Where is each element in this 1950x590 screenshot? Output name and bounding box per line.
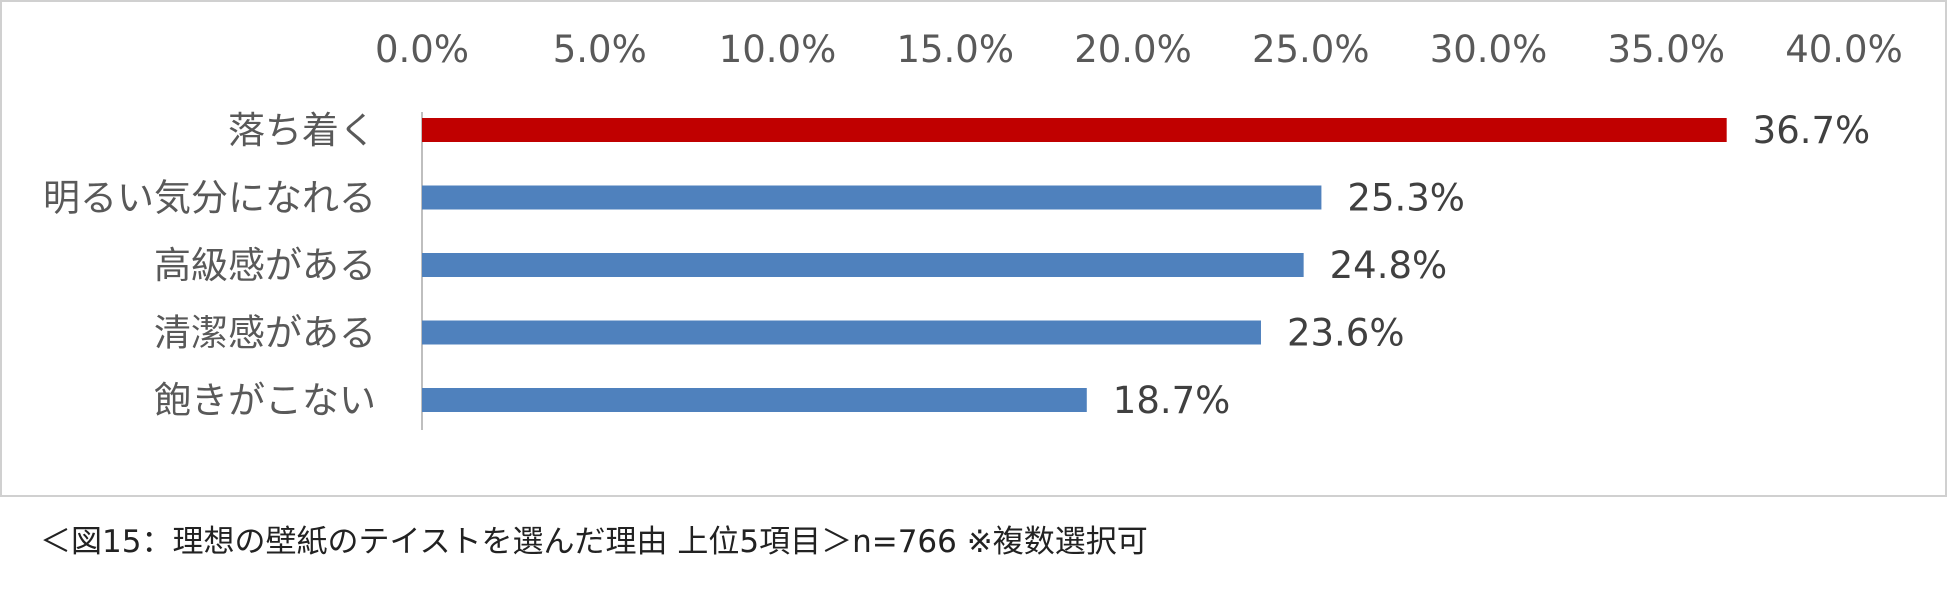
- data-label: 36.7%: [1753, 109, 1871, 152]
- bar: [422, 320, 1261, 345]
- data-label: 24.8%: [1330, 244, 1448, 287]
- x-tick-label: 15.0%: [896, 28, 1014, 71]
- x-tick-label: 0.0%: [375, 28, 469, 71]
- bar-chart: 0.0% 5.0% 10.0% 15.0% 20.0% 25.0% 30.0% 35.0% 40…: [43, 28, 1903, 430]
- x-tick-label: 25.0%: [1252, 28, 1370, 71]
- x-tick-label: 20.0%: [1074, 28, 1192, 71]
- bar: [422, 253, 1304, 277]
- bar: [422, 388, 1087, 412]
- bar: [422, 118, 1727, 142]
- category-label: 高級感がある: [154, 244, 376, 287]
- x-tick-label: 40.0%: [1785, 28, 1903, 71]
- x-tick-label: 10.0%: [719, 28, 837, 71]
- data-label: 23.6%: [1287, 312, 1405, 355]
- x-tick-label: 30.0%: [1430, 28, 1548, 71]
- figure-caption: ＜図15：理想の壁紙のテイストを選んだ理由 上位5項目＞n=766 ※複数選択可: [40, 524, 1148, 560]
- category-label: 清潔感がある: [154, 312, 376, 355]
- category-label: 明るい気分になれる: [43, 177, 376, 220]
- category-label: 落ち着く: [228, 109, 376, 152]
- x-tick-label: 5.0%: [553, 28, 647, 71]
- category-label: 飽きがこない: [154, 379, 376, 422]
- data-label: 25.3%: [1347, 177, 1465, 220]
- chart-frame: [0, 0, 1947, 497]
- data-label: 18.7%: [1113, 379, 1231, 422]
- x-tick-label: 35.0%: [1607, 28, 1725, 71]
- bar: [422, 185, 1322, 210]
